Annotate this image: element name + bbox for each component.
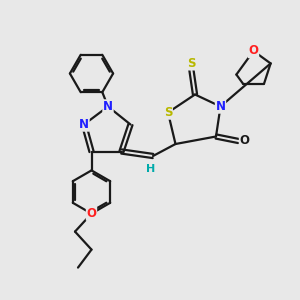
Text: O: O [86,207,97,220]
Text: N: N [79,118,89,131]
Text: O: O [248,44,259,58]
Text: S: S [164,106,172,119]
Text: N: N [215,100,226,113]
Text: O: O [239,134,250,148]
Text: H: H [146,164,155,174]
Text: N: N [103,100,113,113]
Text: S: S [187,57,196,70]
